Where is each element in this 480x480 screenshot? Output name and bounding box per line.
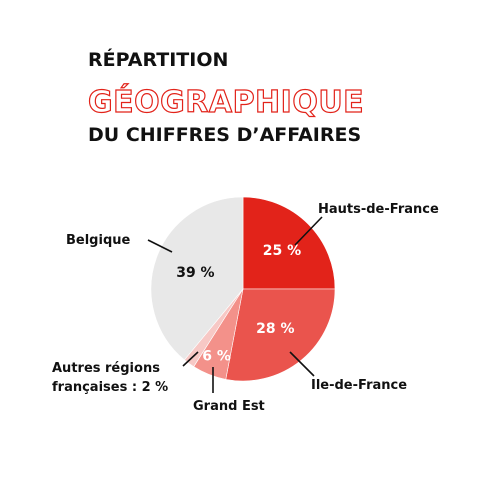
slice-value-label-idf: 28 % bbox=[256, 321, 294, 337]
callout-leaders bbox=[147, 216, 323, 393]
leader-line-be bbox=[147, 239, 173, 253]
callout-label-be: Belgique bbox=[66, 233, 131, 248]
slice-value-label-hdf: 25 % bbox=[263, 243, 301, 259]
pie-slice-be bbox=[150, 196, 244, 361]
title-line-2: GÉOGRAPHIQUE bbox=[88, 84, 364, 120]
callout-label-ge: Grand Est bbox=[193, 399, 265, 414]
callout-label-hdf: Hauts-de-France bbox=[318, 202, 439, 217]
slice-value-label-be: 39 % bbox=[176, 265, 214, 281]
leader-line-idf bbox=[289, 351, 315, 377]
title-line-1: RÉPARTITION bbox=[88, 48, 228, 71]
pie-slices bbox=[150, 196, 336, 382]
leader-line-hdf bbox=[294, 216, 323, 246]
slice-value-label-ge: 6 % bbox=[202, 349, 231, 365]
callout-labels: Hauts-de-France Ile-de-France Grand Est Aut… bbox=[52, 202, 439, 414]
pie-slice-labels: 25 % 28 % 6 % 39 % bbox=[176, 243, 301, 365]
leader-line-arf bbox=[182, 351, 199, 367]
title-line-3: DU CHIFFRES D’AFFAIRES bbox=[88, 124, 361, 146]
callout-label-idf: Ile-de-France bbox=[311, 378, 407, 393]
callout-label-arf-line1: Autres régions bbox=[52, 361, 160, 376]
pie-slice-hdf bbox=[242, 196, 336, 290]
pie-slice-idf bbox=[225, 288, 336, 382]
callout-label-arf-line2: françaises : 2 % bbox=[52, 380, 168, 395]
